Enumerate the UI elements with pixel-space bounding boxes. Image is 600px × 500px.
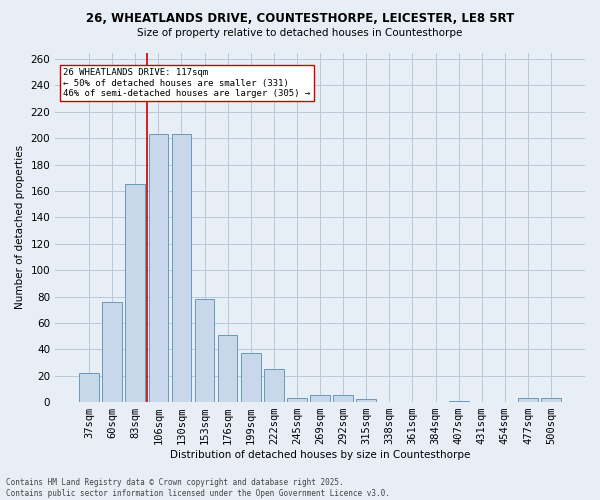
Bar <box>149 134 168 402</box>
Bar <box>264 369 284 402</box>
Bar <box>172 134 191 402</box>
Text: 26 WHEATLANDS DRIVE: 117sqm
← 50% of detached houses are smaller (331)
46% of se: 26 WHEATLANDS DRIVE: 117sqm ← 50% of det… <box>63 68 310 98</box>
X-axis label: Distribution of detached houses by size in Countesthorpe: Distribution of detached houses by size … <box>170 450 470 460</box>
Bar <box>310 396 330 402</box>
Y-axis label: Number of detached properties: Number of detached properties <box>15 145 25 310</box>
Bar <box>79 373 99 402</box>
Bar <box>334 396 353 402</box>
Bar <box>541 398 561 402</box>
Text: Contains HM Land Registry data © Crown copyright and database right 2025.
Contai: Contains HM Land Registry data © Crown c… <box>6 478 390 498</box>
Bar <box>125 184 145 402</box>
Bar <box>518 398 538 402</box>
Bar <box>449 401 469 402</box>
Bar <box>195 299 214 402</box>
Bar <box>356 400 376 402</box>
Text: Size of property relative to detached houses in Countesthorpe: Size of property relative to detached ho… <box>137 28 463 38</box>
Bar <box>241 354 260 402</box>
Text: 26, WHEATLANDS DRIVE, COUNTESTHORPE, LEICESTER, LE8 5RT: 26, WHEATLANDS DRIVE, COUNTESTHORPE, LEI… <box>86 12 514 26</box>
Bar <box>218 335 238 402</box>
Bar <box>103 302 122 402</box>
Bar <box>287 398 307 402</box>
